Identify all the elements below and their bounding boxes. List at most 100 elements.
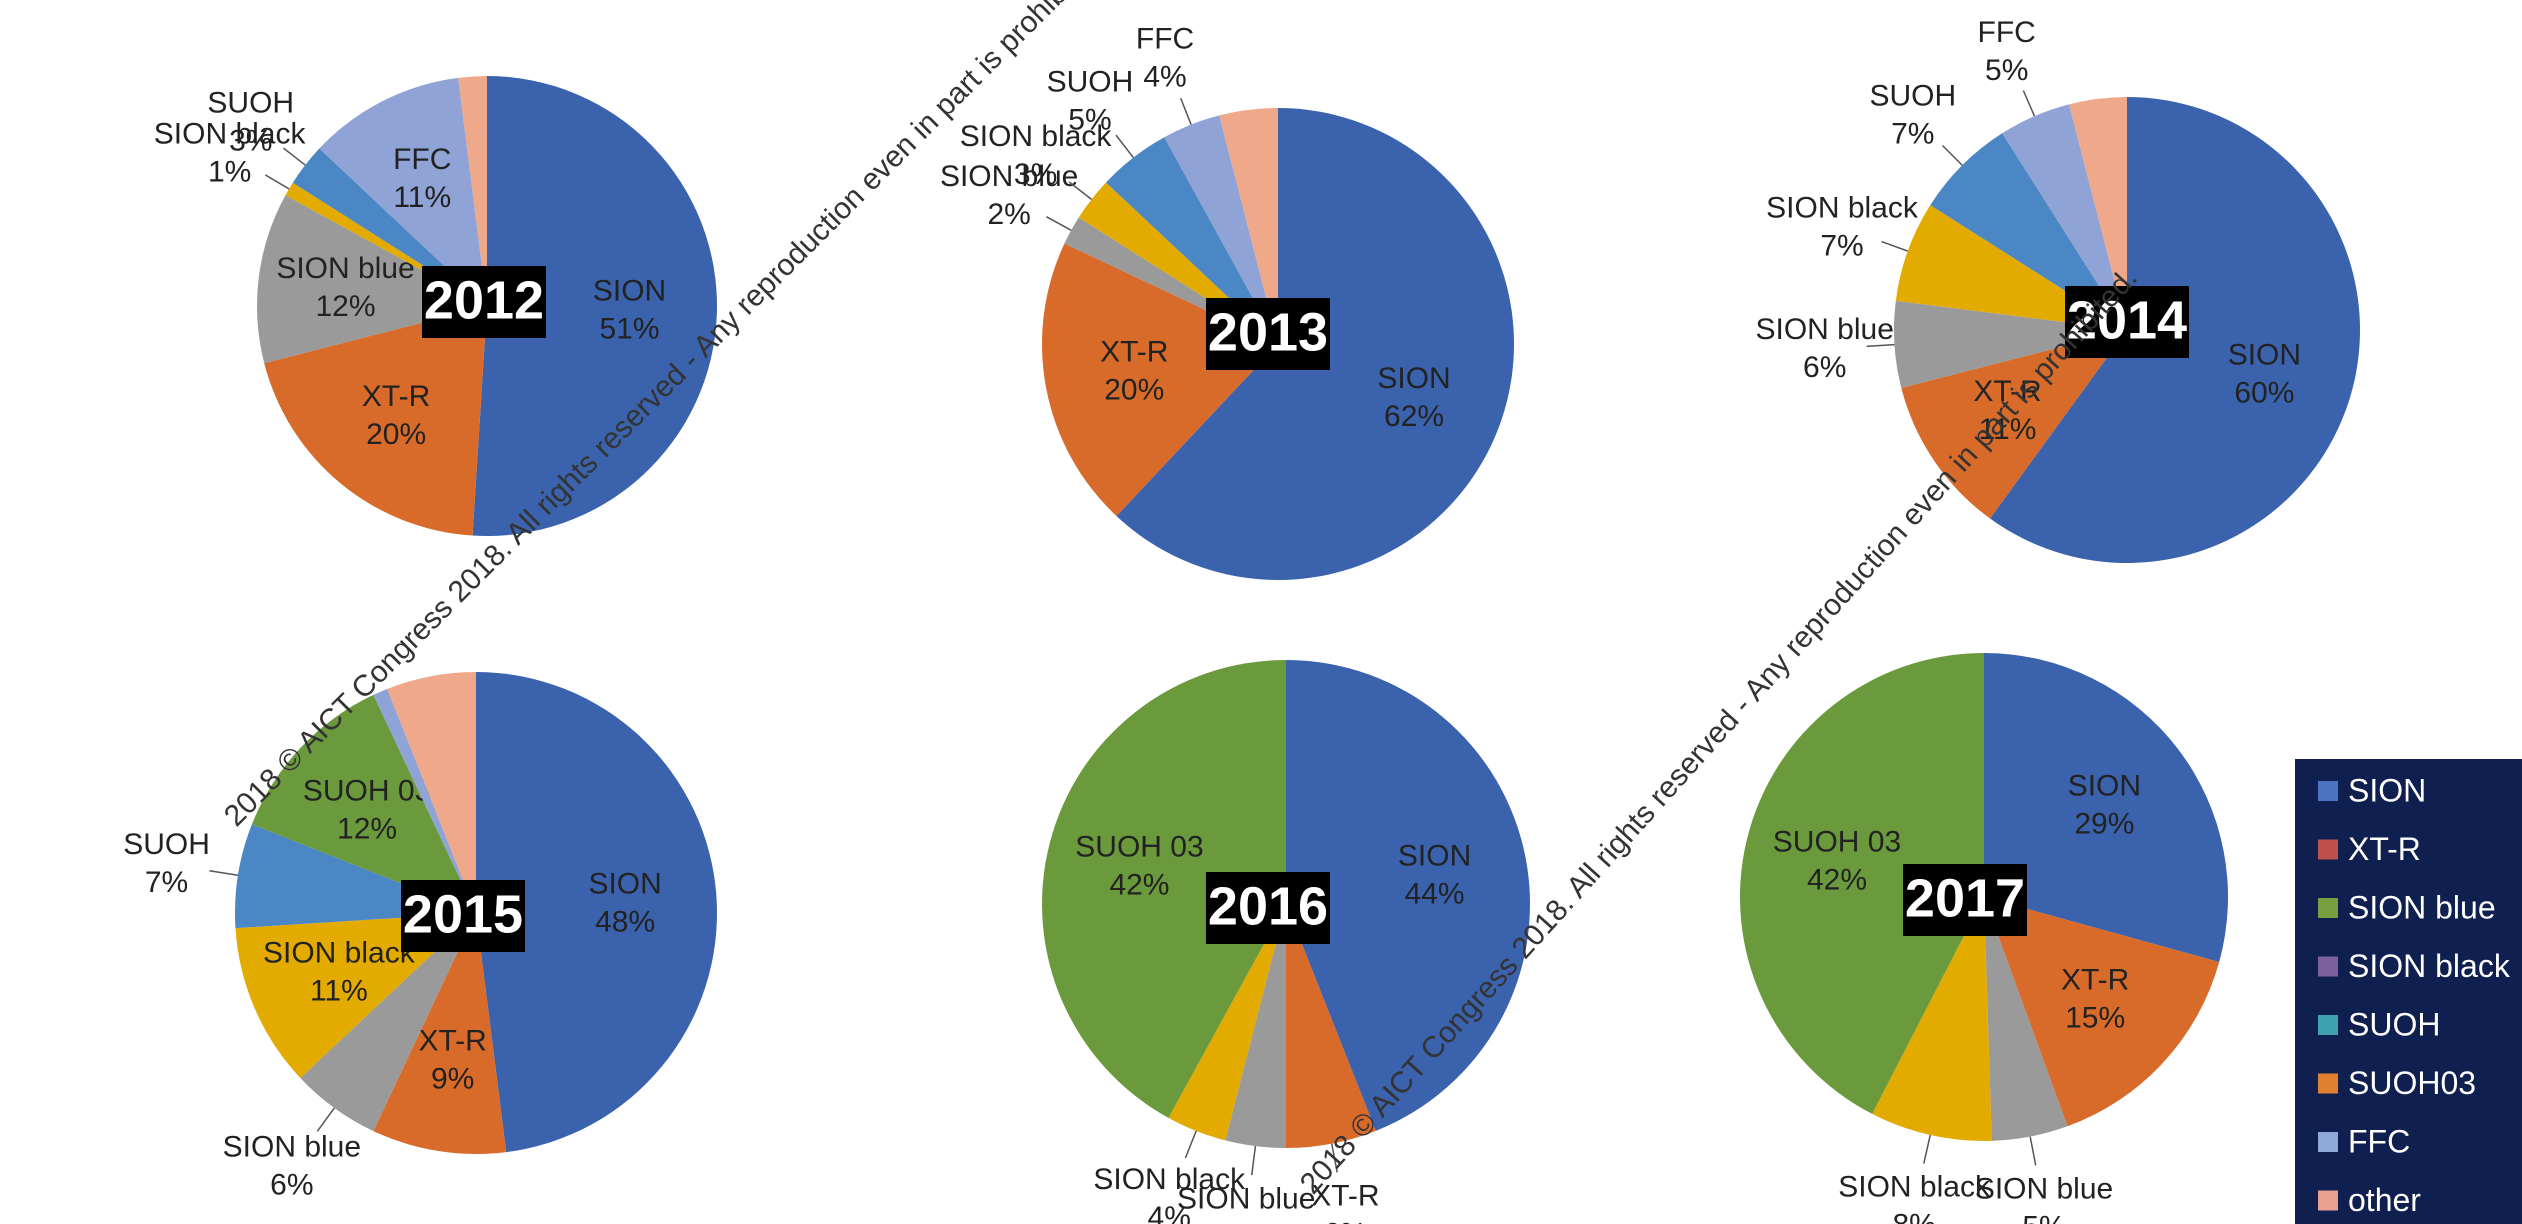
slice-label: XT-R — [418, 1025, 486, 1058]
slice-value: 29% — [2074, 807, 2134, 840]
slice-value: 4% — [1225, 1221, 1268, 1224]
chart-title: 2015 — [403, 884, 523, 944]
pie-slice — [1984, 653, 2228, 963]
slice-value: 12% — [337, 813, 397, 846]
slice-label: SION — [2228, 339, 2301, 372]
slice-label: SUOH 03 — [1075, 830, 1203, 863]
slice-value: 42% — [1807, 863, 1867, 896]
slice-value: 2% — [987, 198, 1030, 231]
legend-swatch — [2318, 839, 2338, 860]
leader-line — [282, 147, 306, 166]
slice-value: 7% — [1820, 229, 1863, 262]
slice-label: SION — [1398, 840, 1471, 873]
pie-slice — [1168, 904, 1286, 1141]
year-box — [1206, 298, 1330, 370]
leader-line — [2029, 1136, 2037, 1166]
slice-value: 7% — [145, 866, 188, 899]
pie-slice — [1930, 133, 2127, 330]
slice-value: 11% — [393, 181, 451, 214]
slice-label: SUOH — [1869, 80, 1956, 113]
slice-label: SUOH — [207, 87, 294, 120]
leader-line — [1866, 343, 1895, 348]
slice-value: 4% — [1143, 61, 1186, 94]
slice-value: 11% — [310, 974, 368, 1007]
slice-value: 5% — [1985, 54, 2028, 87]
pie-slice — [1894, 300, 2127, 388]
slice-label: SION — [2068, 769, 2141, 802]
pie-slice — [373, 913, 507, 1154]
slice-value: 60% — [2234, 377, 2294, 410]
leader-line — [1941, 144, 1963, 166]
pie-chart: SION 29% XT-R 15% SION blue 5% SION black 8% SUO… — [1740, 653, 2228, 1224]
chart-title: 2017 — [1905, 868, 2025, 928]
legend-label: SION blue — [2348, 889, 2496, 925]
legend-label: XT-R — [2348, 831, 2421, 867]
slice-label: SION black — [960, 120, 1113, 153]
pie-slice — [1286, 660, 1530, 1131]
leader-line — [1330, 1143, 1338, 1173]
slice-value: 11% — [1979, 413, 2037, 446]
slice-label: SION blue — [1975, 1172, 2113, 1205]
legend-label: SION — [2348, 772, 2426, 808]
year-box — [422, 266, 546, 338]
pie-slice — [373, 688, 476, 913]
slice-value: 9% — [431, 1063, 474, 1096]
pie-slice — [1286, 904, 1376, 1148]
chart-title: 2013 — [1208, 302, 1328, 362]
pie-slice — [387, 672, 476, 913]
pie-slice — [235, 913, 476, 1078]
legend-swatch — [2318, 898, 2338, 918]
pie-slice — [1984, 897, 2068, 1141]
pie-slice — [251, 694, 476, 913]
pie-slice — [300, 913, 476, 1132]
slice-value: 3% — [1014, 158, 1057, 191]
leader-line — [2022, 90, 2036, 117]
pie-slice — [1164, 115, 1278, 345]
slice-label: SION blue — [276, 252, 414, 285]
slice-label: SION blue — [940, 160, 1078, 193]
leader-line — [316, 1107, 335, 1132]
slice-label: XT-R — [362, 380, 430, 413]
year-box — [1206, 872, 1330, 944]
pie-slice — [1984, 897, 2220, 1127]
slice-value: 7% — [1891, 118, 1934, 151]
leader-line — [1179, 97, 1192, 125]
pie-chart: SION 60% XT-R 11% SION blue 6% SION black 7% SUO… — [1755, 16, 2360, 563]
pie-slice — [1872, 897, 1992, 1141]
legend-label: other — [2348, 1182, 2421, 1218]
pie-slice — [472, 76, 718, 536]
slice-label: SUOH 03 — [1773, 825, 1901, 858]
slice-label: SION black — [1838, 1170, 1991, 1203]
legend-swatch — [2318, 1190, 2338, 1211]
chart-title: 2012 — [424, 270, 544, 330]
slice-label: XT-R — [2061, 964, 2129, 997]
pie-chart: SION 62% XT-R 20% SION blue 2% SION black 3% SUO… — [940, 23, 1514, 580]
pie-slice — [1105, 137, 1278, 344]
slice-label: SION blue — [223, 1130, 361, 1163]
leader-line — [1115, 134, 1134, 158]
slice-value: 6% — [270, 1168, 313, 1201]
slice-label: SION blue — [1177, 1183, 1315, 1216]
leader-line — [1046, 216, 1072, 231]
legend-label: FFC — [2348, 1123, 2410, 1159]
pie-slice — [1219, 108, 1278, 344]
slice-label: SION black — [263, 936, 416, 969]
slice-value: 15% — [2065, 1002, 2125, 1035]
pie-slice — [476, 672, 718, 1153]
slice-label: SUOH — [123, 828, 210, 861]
slice-value: 5% — [2022, 1210, 2065, 1224]
slice-label: SION black — [1093, 1163, 1246, 1196]
leader-line — [1251, 1145, 1257, 1176]
legend-label: SUOH03 — [2348, 1065, 2476, 1101]
leader-line — [1923, 1134, 1931, 1164]
leader-line — [264, 174, 290, 190]
slice-label: SUOH 03 — [303, 775, 431, 808]
pie-slice — [1740, 653, 1984, 1114]
slice-value: 20% — [1104, 373, 1164, 406]
slice-value: 3% — [229, 125, 272, 158]
leader-line — [1881, 240, 1909, 252]
slice-label: SUOH — [1047, 66, 1134, 99]
slice-label: SION blue — [1755, 313, 1893, 346]
